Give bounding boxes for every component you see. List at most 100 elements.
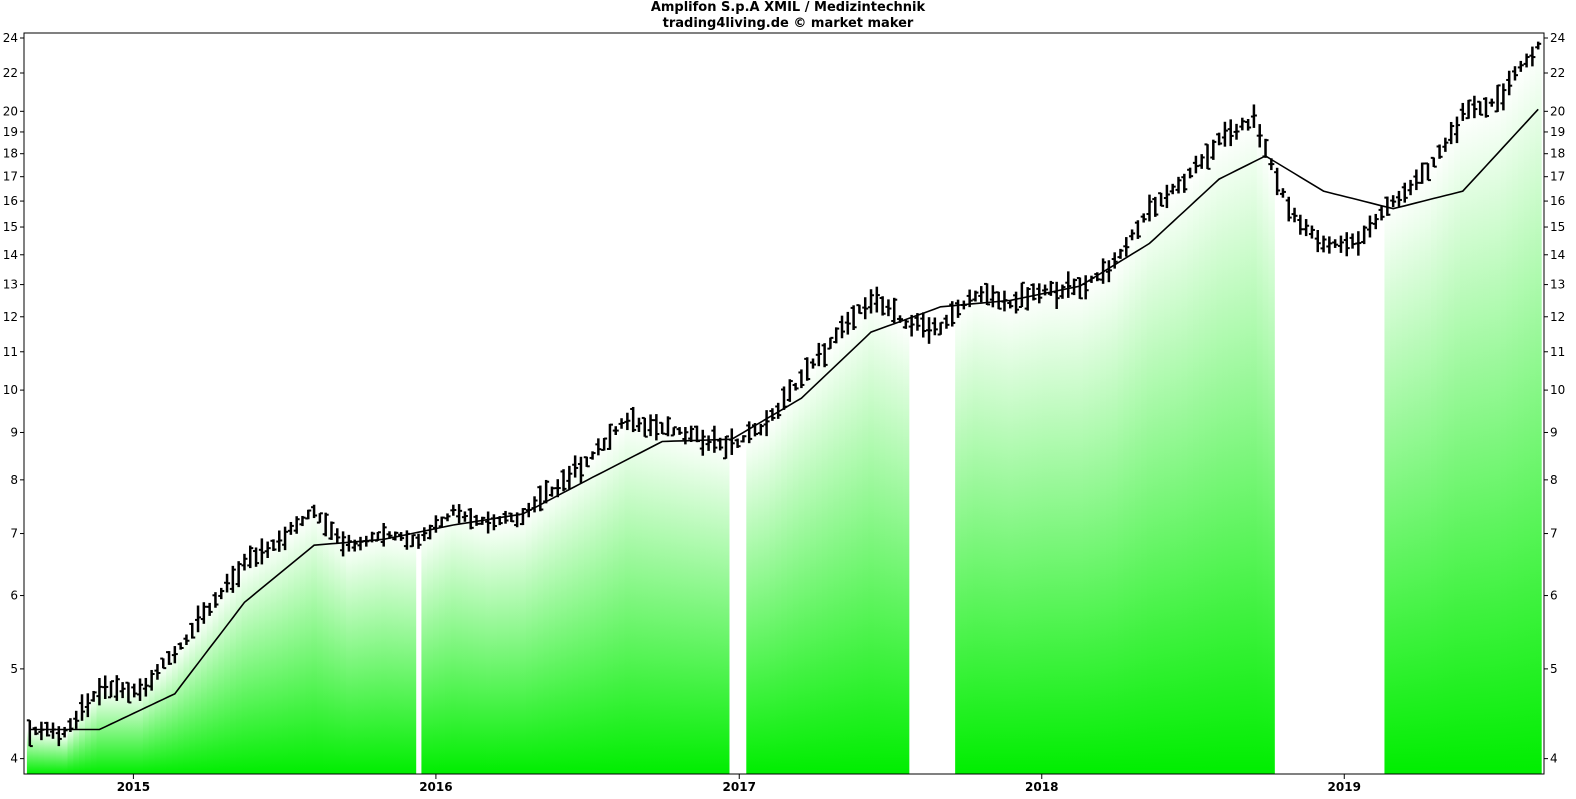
y-tick-label-right: 11 <box>1550 345 1565 359</box>
ohlc-bar <box>461 511 468 522</box>
fill-column <box>1187 174 1194 774</box>
ohlc-bar <box>258 538 265 565</box>
fill-column <box>316 516 324 774</box>
y-tick-label-right: 19 <box>1550 125 1565 139</box>
ohlc-bar <box>1065 271 1072 298</box>
ohlc-bar <box>1361 225 1368 245</box>
ohlc-bar <box>1343 232 1350 257</box>
ohlc-bar <box>1042 284 1049 296</box>
fill-column <box>1088 279 1095 774</box>
ohlc-bar <box>1366 215 1373 238</box>
fill-column <box>868 297 875 774</box>
fill-column <box>549 490 556 774</box>
fill-column <box>1123 245 1130 774</box>
ohlc-bar <box>566 465 573 489</box>
ohlc-bar <box>1105 260 1112 283</box>
fill-column <box>1384 207 1391 774</box>
ohlc-bar <box>746 421 753 444</box>
ohlc-bar <box>589 451 596 460</box>
ohlc-bar <box>177 642 184 650</box>
fill-column <box>1401 191 1409 774</box>
y-tick-label-left: 18 <box>3 147 18 161</box>
ohlc-bar <box>949 301 956 327</box>
y-tick-label-right: 13 <box>1550 278 1565 292</box>
ohlc-bar <box>740 435 747 443</box>
fill-column <box>90 696 98 774</box>
fill-column <box>374 535 382 774</box>
fill-column <box>433 525 440 774</box>
y-tick-label-left: 13 <box>3 278 18 292</box>
ohlc-bar <box>61 726 68 738</box>
ohlc-bar <box>850 305 857 330</box>
fill-column <box>32 730 40 774</box>
ohlc-bar <box>171 646 178 664</box>
ohlc-bar <box>508 512 515 523</box>
ohlc-bar <box>32 726 39 736</box>
fill-column <box>409 538 417 774</box>
fill-column <box>839 330 846 774</box>
ohlc-bar <box>1471 95 1478 119</box>
fill-column <box>1146 208 1153 774</box>
ohlc-bar <box>287 521 294 535</box>
y-tick-label-right: 16 <box>1550 194 1565 208</box>
ohlc-bar <box>595 438 602 456</box>
ohlc-bar <box>1123 237 1130 257</box>
fill-column <box>763 423 771 774</box>
fill-column <box>392 535 399 774</box>
fill-column <box>1059 289 1066 774</box>
ohlc-bar <box>206 602 213 616</box>
ohlc-bar <box>1448 121 1455 145</box>
ohlc-bar <box>902 319 909 329</box>
ohlc-bar <box>572 455 579 478</box>
fill-column <box>1430 162 1438 774</box>
ohlc-bar <box>670 426 677 437</box>
y-tick-label-left: 8 <box>10 473 18 487</box>
ohlc-bar <box>1036 283 1043 304</box>
fill-column <box>694 436 701 774</box>
fill-column <box>554 484 562 774</box>
ohlc-bar <box>1500 83 1507 111</box>
ohlc-bar <box>1517 60 1524 72</box>
fill-column <box>131 689 138 774</box>
ohlc-bar <box>1210 139 1217 160</box>
fill-column <box>879 305 887 774</box>
ohlc-bar <box>1256 124 1263 148</box>
ohlc-bar <box>456 504 463 524</box>
ohlc-bar <box>937 321 944 336</box>
ohlc-bar <box>868 289 875 314</box>
fill-column <box>978 295 985 774</box>
ohlc-bar <box>340 531 347 557</box>
fill-column <box>479 520 486 774</box>
ohlc-bar <box>769 408 776 421</box>
ohlc-bar <box>728 428 735 455</box>
fill-column <box>264 547 272 774</box>
x-tick-label: 2019 <box>1328 780 1361 794</box>
fill-column <box>885 310 892 774</box>
fill-column <box>206 609 214 774</box>
ohlc-bar <box>212 592 219 608</box>
y-tick-label-left: 9 <box>10 425 18 439</box>
fill-column <box>1198 160 1206 774</box>
y-tick-label-left: 20 <box>3 104 18 118</box>
fill-column <box>972 293 979 774</box>
fill-column <box>804 371 811 774</box>
ohlc-bar <box>224 573 231 593</box>
fill-column <box>1494 99 1502 774</box>
y-tick-label-right: 17 <box>1550 170 1565 184</box>
ohlc-bar <box>891 297 898 323</box>
ohlc-bar <box>1053 281 1060 309</box>
fill-column <box>1105 267 1113 774</box>
ohlc-bar <box>55 726 62 747</box>
fill-column <box>125 689 132 774</box>
fill-column <box>769 416 776 774</box>
ohlc-bar <box>427 524 434 540</box>
ohlc-bar <box>1488 98 1495 107</box>
fill-column <box>746 434 753 774</box>
fill-column <box>589 455 597 774</box>
y-tick-label-right: 4 <box>1550 752 1558 766</box>
fill-column <box>108 689 115 774</box>
fill-column <box>398 536 405 774</box>
fill-column <box>1053 289 1061 774</box>
fill-column <box>1459 115 1467 774</box>
y-tick-label-left: 22 <box>3 66 18 80</box>
